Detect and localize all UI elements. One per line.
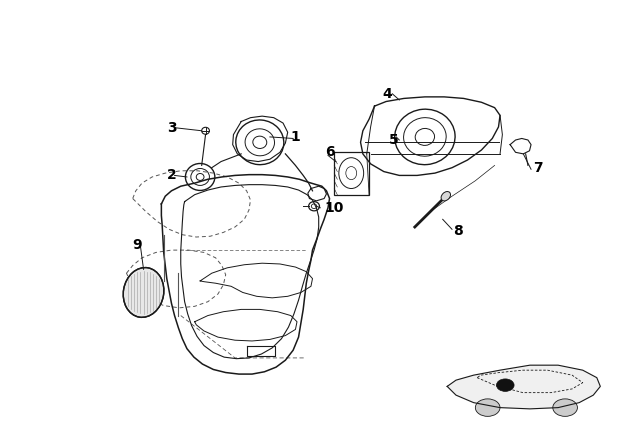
Text: 10: 10 bbox=[324, 201, 344, 215]
Text: 3: 3 bbox=[167, 121, 177, 135]
Text: 7: 7 bbox=[533, 161, 543, 175]
Text: 2: 2 bbox=[167, 168, 177, 182]
Polygon shape bbox=[447, 365, 600, 409]
Text: 6: 6 bbox=[325, 145, 335, 159]
Ellipse shape bbox=[124, 267, 164, 317]
Text: 4: 4 bbox=[382, 87, 392, 101]
Text: 1: 1 bbox=[291, 130, 301, 144]
Text: 2C009207: 2C009207 bbox=[500, 384, 547, 395]
Text: 8: 8 bbox=[454, 224, 463, 238]
Circle shape bbox=[553, 399, 577, 416]
Circle shape bbox=[497, 379, 514, 392]
Text: 9: 9 bbox=[132, 238, 142, 252]
Ellipse shape bbox=[441, 192, 451, 201]
Circle shape bbox=[476, 399, 500, 416]
Text: 5: 5 bbox=[388, 133, 398, 147]
